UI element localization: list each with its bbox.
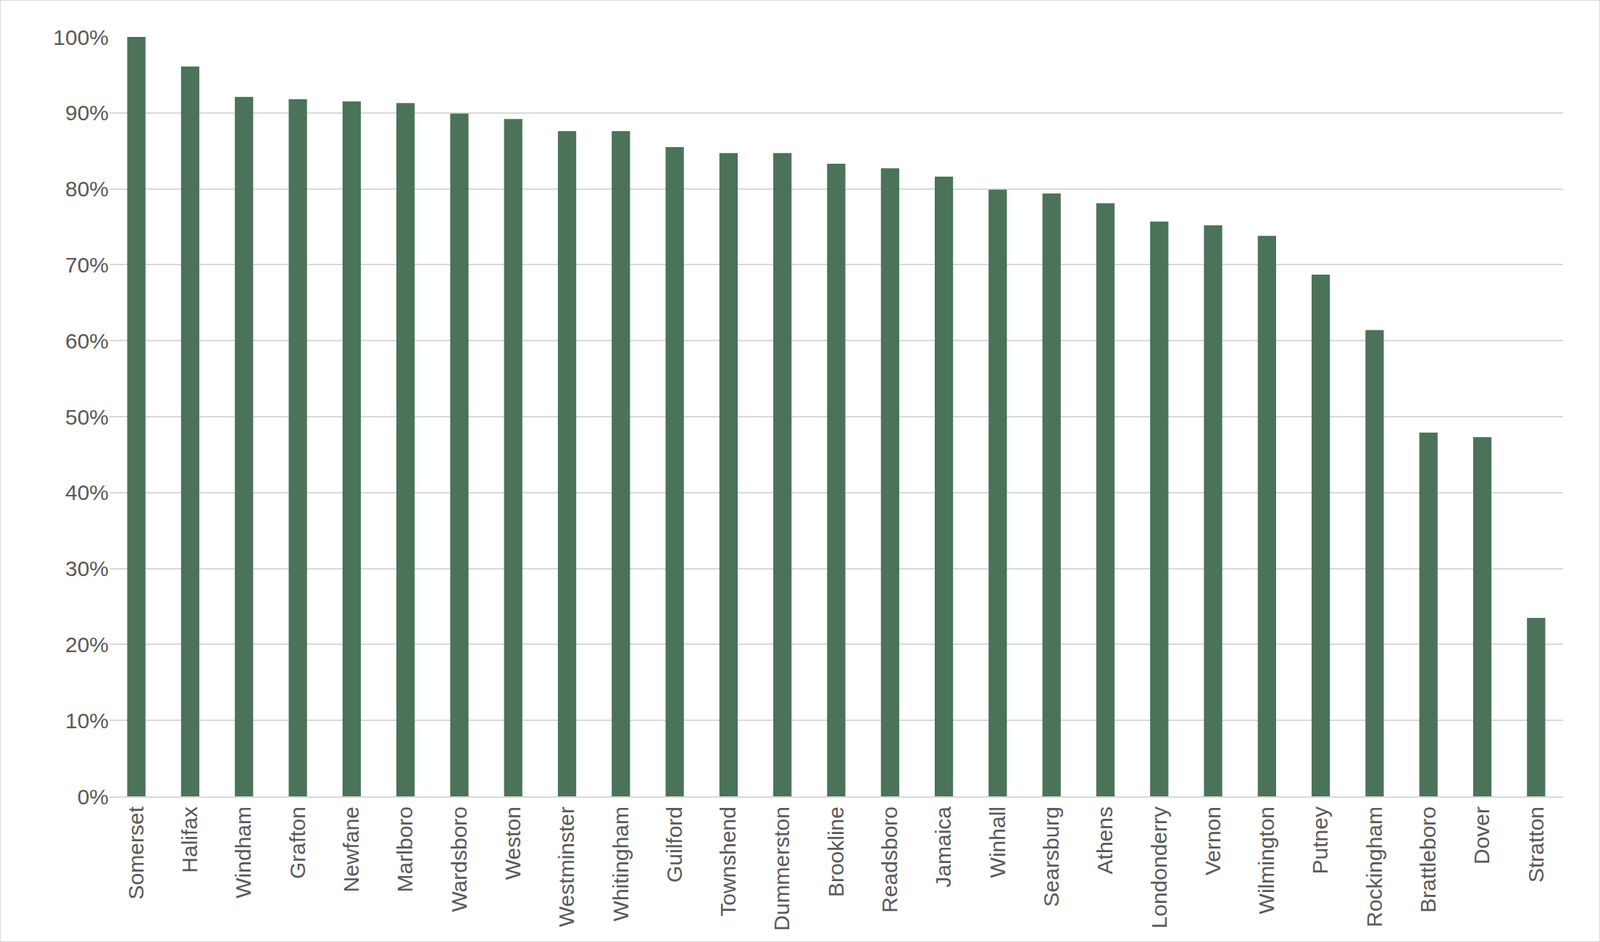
svg-text:Guilford: Guilford: [662, 806, 687, 883]
svg-text:Brattleboro: Brattleboro: [1415, 806, 1440, 914]
svg-text:60%: 60%: [65, 328, 109, 353]
svg-text:Jamaica: Jamaica: [931, 806, 956, 888]
svg-text:Newfane: Newfane: [339, 806, 364, 893]
svg-text:Marlboro: Marlboro: [392, 806, 417, 893]
svg-text:Townshend: Townshend: [715, 806, 740, 917]
svg-text:Searsburg: Searsburg: [1039, 806, 1064, 907]
svg-text:Wilmington: Wilmington: [1254, 806, 1279, 914]
svg-text:Vernon: Vernon: [1200, 806, 1225, 876]
svg-text:Stratton: Stratton: [1523, 806, 1548, 883]
svg-text:Dummerston: Dummerston: [769, 806, 794, 932]
svg-text:Windham: Windham: [231, 806, 256, 899]
svg-text:Winhall: Winhall: [985, 806, 1010, 878]
svg-text:10%: 10%: [65, 708, 109, 733]
svg-text:50%: 50%: [65, 405, 109, 429]
svg-text:Westminster: Westminster: [554, 806, 579, 927]
svg-text:Whitingham: Whitingham: [608, 806, 633, 922]
svg-text:Londonderry: Londonderry: [1147, 806, 1172, 929]
svg-text:40%: 40%: [65, 480, 109, 505]
svg-text:90%: 90%: [65, 100, 109, 125]
svg-text:Rockingham: Rockingham: [1362, 806, 1387, 928]
svg-text:Grafton: Grafton: [285, 806, 310, 879]
svg-text:0%: 0%: [77, 784, 109, 809]
svg-text:Brookline: Brookline: [823, 806, 848, 898]
svg-text:Dover: Dover: [1469, 806, 1494, 865]
svg-text:Halifax: Halifax: [177, 806, 202, 874]
svg-text:Weston: Weston: [500, 806, 525, 880]
svg-text:Wardsboro: Wardsboro: [447, 806, 472, 913]
svg-text:80%: 80%: [65, 176, 109, 201]
svg-text:Somerset: Somerset: [123, 805, 148, 900]
svg-text:20%: 20%: [65, 632, 109, 657]
svg-text:100%: 100%: [52, 25, 109, 50]
svg-text:Athens: Athens: [1092, 806, 1117, 874]
svg-text:Putney: Putney: [1307, 806, 1332, 874]
svg-text:70%: 70%: [65, 252, 109, 277]
svg-text:30%: 30%: [65, 556, 109, 581]
svg-text:Readsboro: Readsboro: [877, 806, 902, 914]
